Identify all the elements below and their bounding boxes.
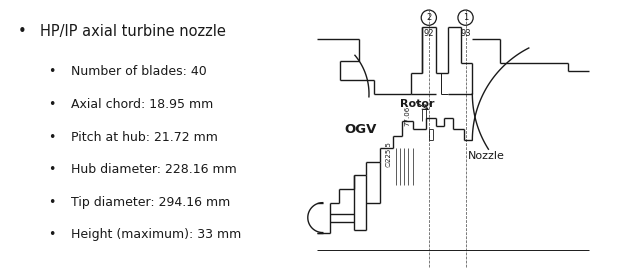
Text: ∅225.5: ∅225.5 bbox=[385, 141, 392, 167]
Text: •: • bbox=[48, 228, 56, 242]
Text: 2: 2 bbox=[426, 13, 432, 22]
Text: •: • bbox=[48, 98, 56, 111]
Text: Tip diameter: 294.16 mm: Tip diameter: 294.16 mm bbox=[70, 196, 230, 209]
Text: 1: 1 bbox=[463, 13, 468, 22]
Text: Axial chord: 18.95 mm: Axial chord: 18.95 mm bbox=[70, 98, 213, 111]
Text: •: • bbox=[48, 163, 56, 176]
Text: HP/IP axial turbine nozzle: HP/IP axial turbine nozzle bbox=[40, 24, 226, 39]
Text: •: • bbox=[48, 131, 56, 144]
Text: Rotor: Rotor bbox=[400, 99, 435, 109]
Text: Height (maximum): 33 mm: Height (maximum): 33 mm bbox=[70, 228, 241, 242]
Text: 92: 92 bbox=[424, 29, 434, 38]
Text: Pitch at hub: 21.72 mm: Pitch at hub: 21.72 mm bbox=[70, 131, 217, 144]
Text: 93: 93 bbox=[460, 29, 471, 38]
Text: Hub diameter: 228.16 mm: Hub diameter: 228.16 mm bbox=[70, 163, 236, 176]
Text: 77.06: 77.06 bbox=[404, 106, 410, 126]
Text: Number of blades: 40: Number of blades: 40 bbox=[70, 65, 206, 78]
Text: OGV: OGV bbox=[344, 123, 377, 136]
Text: Nozzle: Nozzle bbox=[469, 152, 505, 161]
Text: •: • bbox=[48, 65, 56, 78]
Text: •: • bbox=[18, 24, 26, 39]
Text: •: • bbox=[48, 196, 56, 209]
